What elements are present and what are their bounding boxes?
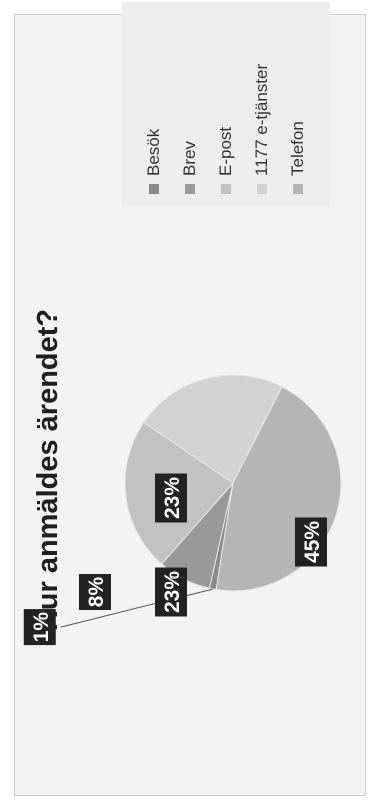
data-label-1: 1%	[23, 609, 56, 646]
svg-text:8%: 8%	[85, 577, 108, 608]
legend-swatch	[257, 184, 267, 194]
pie-slice-4	[142, 374, 283, 484]
svg-text:45%: 45%	[301, 521, 324, 563]
legend-label: Brev	[180, 141, 199, 176]
legend-label: Telefon	[288, 121, 307, 176]
legend: Besök Brev E-post 1177 e-tjänster Telefon	[122, 2, 330, 206]
legend-item: 1177 e-tjänster	[244, 14, 280, 194]
svg-text:23%: 23%	[161, 571, 184, 613]
data-label-4: 23%	[155, 473, 187, 523]
legend-label: Besök	[144, 128, 163, 176]
legend-label: 1177 e-tjänster	[252, 63, 271, 176]
data-label-2: 8%	[79, 574, 111, 610]
legend-item: Telefon	[280, 14, 316, 194]
legend-item: Brev	[172, 14, 208, 194]
legend-item: Besök	[136, 14, 172, 194]
legend-swatch	[221, 184, 231, 194]
data-label-5: 45%	[295, 517, 327, 567]
legend-swatch	[149, 184, 159, 194]
legend-swatch	[185, 184, 195, 194]
svg-text:1%: 1%	[30, 612, 53, 643]
svg-text:23%: 23%	[161, 477, 184, 519]
legend-swatch	[293, 184, 303, 194]
data-label-3: 23%	[155, 567, 187, 617]
legend-label: E-post	[216, 126, 235, 176]
legend-item: E-post	[208, 14, 244, 194]
